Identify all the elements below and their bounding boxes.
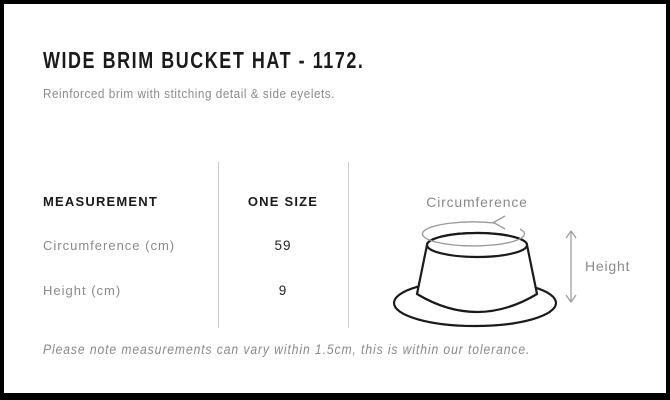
diagram-circumference-label: Circumference [426, 194, 528, 210]
tolerance-footnote: Please note measurements can vary within… [43, 342, 531, 357]
row-label-height: Height (cm) [43, 283, 122, 298]
table-divider-right [348, 162, 349, 328]
product-subtitle: Reinforced brim with stitching detail & … [43, 86, 335, 101]
product-title: WIDE BRIM BUCKET HAT - 1172. [43, 47, 365, 73]
height-arrowhead-top-icon [565, 229, 577, 239]
circumference-arrowhead-icon [492, 215, 506, 230]
hat-crown-top [425, 231, 529, 259]
row-label-circumference: Circumference (cm) [43, 238, 176, 253]
column-header-one-size: ONE SIZE [247, 194, 319, 209]
bucket-hat-diagram [392, 215, 577, 328]
row-value-height: 9 [278, 283, 288, 298]
table-divider-left [218, 162, 219, 328]
diagram-height-label: Height [585, 258, 631, 274]
height-arrowhead-bottom-icon [565, 294, 577, 304]
row-value-circumference: 59 [274, 238, 292, 253]
circumference-arrow [421, 221, 526, 247]
column-header-measurement: MEASUREMENT [43, 194, 159, 209]
